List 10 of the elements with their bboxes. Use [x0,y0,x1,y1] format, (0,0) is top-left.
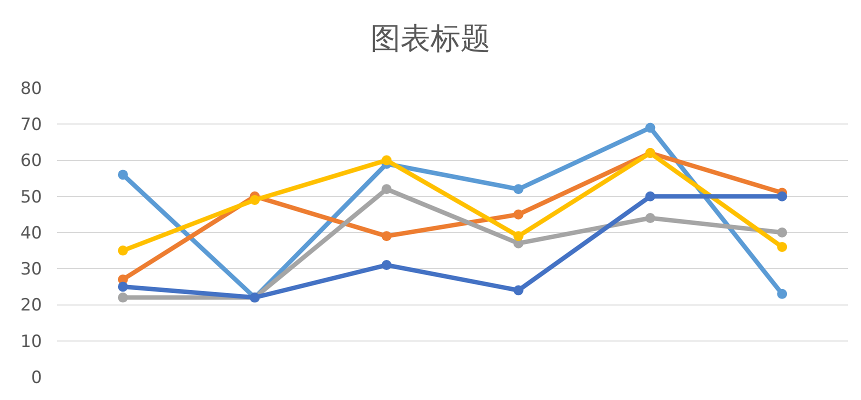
y-tick-label: 30 [20,260,42,280]
y-tick-label: 10 [20,332,42,352]
y-tick-label: 60 [20,151,42,172]
y-tick-label: 20 [20,296,42,316]
y-tick-label: 0 [31,368,42,388]
chart-title: 图表标题 [370,22,490,56]
y-tick-label: 50 [20,187,42,208]
y-tick-label: 80 [20,78,42,99]
y-tick-label: 40 [20,223,42,244]
y-tick-label: 70 [20,115,42,136]
